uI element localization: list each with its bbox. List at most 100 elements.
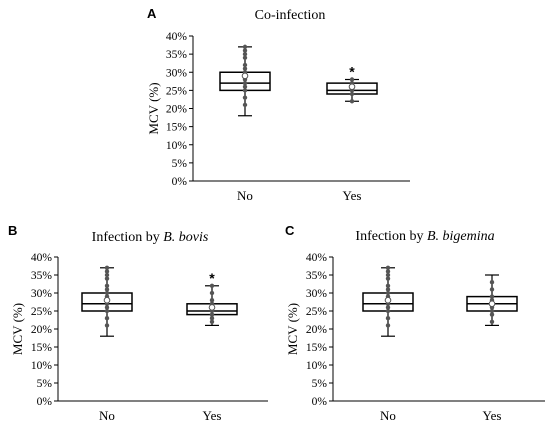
- significance-marker: *: [349, 64, 355, 80]
- box-yes: [326, 77, 378, 104]
- y-tick-label: 40%: [306, 252, 328, 264]
- y-tick-label: 10%: [166, 140, 188, 152]
- data-point: [489, 319, 495, 324]
- y-tick-label: 25%: [166, 85, 188, 97]
- significance-marker: *: [209, 270, 215, 286]
- data-point: [385, 323, 391, 328]
- y-tick-label: 25%: [31, 306, 53, 318]
- data-point: [242, 84, 248, 89]
- data-point: [242, 88, 248, 93]
- data-point: [385, 269, 391, 274]
- panel-label: C: [285, 223, 295, 238]
- data-point: [242, 51, 248, 57]
- y-tick-label: 0%: [37, 396, 53, 408]
- data-point: [209, 298, 215, 303]
- y-tick-label: 35%: [166, 49, 188, 61]
- y-tick-label: 25%: [306, 306, 328, 318]
- mean-marker: [384, 296, 392, 304]
- data-point: [489, 280, 495, 285]
- panel-label: B: [8, 223, 17, 238]
- data-point: [104, 323, 110, 328]
- data-point: [385, 287, 391, 292]
- y-tick-label: 30%: [31, 288, 53, 300]
- data-point: [242, 95, 248, 100]
- data-point: [104, 287, 110, 292]
- chart-title: Infection by B. bigemina: [355, 229, 494, 244]
- data-point: [242, 55, 248, 60]
- data-point: [209, 312, 215, 317]
- data-point: [242, 48, 248, 53]
- y-tick-label: 5%: [312, 378, 328, 390]
- y-tick-label: 35%: [306, 270, 328, 282]
- data-point: [209, 316, 215, 321]
- y-tick-label: 0%: [172, 176, 188, 188]
- data-point: [104, 290, 110, 296]
- y-tick-label: 10%: [31, 360, 53, 372]
- y-tick-label: 15%: [166, 122, 188, 134]
- x-category-label: No: [380, 408, 396, 423]
- data-point: [385, 272, 391, 278]
- y-axis-label: MCV (%): [10, 303, 25, 355]
- data-point: [385, 305, 391, 310]
- y-tick-label: 20%: [31, 324, 53, 336]
- y-tick-label: 35%: [31, 270, 53, 282]
- data-point: [242, 102, 248, 108]
- chart-title: Infection by B. bovis: [92, 230, 209, 245]
- data-point: [385, 276, 391, 281]
- data-point: [104, 305, 110, 310]
- data-point: [349, 77, 355, 82]
- data-point: [489, 294, 495, 299]
- data-point: [489, 287, 495, 292]
- x-category-label: Yes: [203, 408, 222, 423]
- chart-panel-b: B Infection by B. bovis 0% 5% 10% 15% 20% 25% 30…: [8, 223, 268, 423]
- data-point: [242, 44, 248, 50]
- y-tick-label: 40%: [31, 252, 53, 264]
- chart-panel-c: C Infection by B. bigemina 0% 5% 10% 15% 20% 25…: [285, 223, 545, 423]
- data-point: [242, 62, 248, 68]
- data-point: [242, 66, 248, 71]
- y-tick-label: 30%: [306, 288, 328, 300]
- data-point: [209, 283, 215, 288]
- data-point: [242, 80, 248, 86]
- box-yes: [466, 274, 518, 326]
- data-point: [385, 308, 391, 314]
- data-point: [104, 316, 110, 321]
- mean-marker: [103, 296, 111, 304]
- box-yes: [186, 283, 238, 326]
- x-category-label: Yes: [483, 408, 502, 423]
- chart-panel-a: A Co-infection 0% 5% 10% 15% 20% 25% 30% 35% 40% MC…: [146, 6, 410, 203]
- data-point: [104, 272, 110, 278]
- data-point: [489, 312, 495, 317]
- data-point: [385, 316, 391, 321]
- data-point: [104, 269, 110, 274]
- mean-marker: [348, 83, 356, 91]
- y-tick-label: 15%: [306, 342, 328, 354]
- data-point: [385, 265, 391, 270]
- mean-marker: [488, 300, 496, 308]
- mean-marker: [208, 304, 216, 311]
- data-point: [209, 290, 215, 296]
- data-point: [104, 276, 110, 281]
- y-tick-label: 5%: [172, 158, 188, 170]
- box-no: [362, 265, 414, 337]
- data-point: [209, 319, 215, 324]
- chart-title: Co-infection: [255, 8, 326, 23]
- data-point: [104, 308, 110, 314]
- y-tick-label: 20%: [306, 324, 328, 336]
- data-point: [349, 91, 355, 97]
- y-tick-label: 40%: [166, 31, 188, 43]
- y-tick-label: 5%: [37, 378, 53, 390]
- x-category-label: No: [99, 408, 115, 423]
- y-axis-label: MCV (%): [146, 82, 161, 134]
- panel-label: A: [147, 6, 157, 21]
- x-category-label: No: [237, 188, 253, 203]
- x-category-label: Yes: [343, 188, 362, 203]
- box-no: [81, 265, 133, 337]
- y-tick-label: 30%: [166, 67, 188, 79]
- y-tick-label: 10%: [306, 360, 328, 372]
- box-no: [219, 44, 271, 117]
- data-point: [349, 99, 355, 104]
- data-point: [489, 308, 495, 314]
- data-point: [385, 290, 391, 296]
